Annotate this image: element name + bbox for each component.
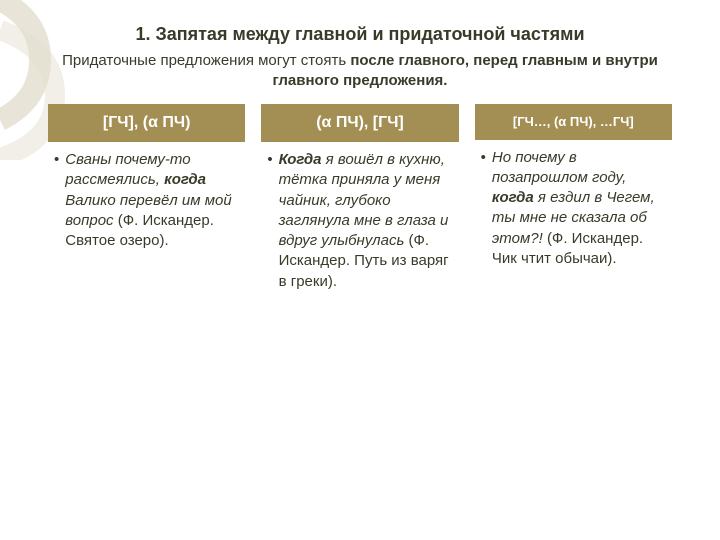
column-2-text: Когда я вошёл в кухню, тётка приняла у м… — [279, 150, 459, 292]
column-2-header: (α ПЧ), [ГЧ] — [261, 104, 458, 142]
column-1: [ГЧ], (α ПЧ) • Сваны почему-то рассмеяли… — [40, 104, 253, 292]
columns-container: [ГЧ], (α ПЧ) • Сваны почему-то рассмеяли… — [40, 104, 680, 292]
column-3-text: Но почему в позапрошлом году, когда я ез… — [492, 148, 672, 270]
column-3: [ГЧ…, (α ПЧ), …ГЧ] • Но почему в позапро… — [467, 104, 680, 292]
column-2: (α ПЧ), [ГЧ] • Когда я вошёл в кухню, тё… — [253, 104, 466, 292]
subtitle-text: Придаточные предложения могут стоять — [62, 52, 350, 69]
slide-subtitle: Придаточные предложения могут стоять пос… — [40, 51, 680, 90]
text-part: когда — [164, 171, 206, 188]
text-part: когда — [492, 189, 534, 206]
text-part: Когда — [279, 151, 322, 168]
bullet-icon: • — [267, 150, 272, 292]
column-1-text: Сваны почему-то рассмеялись, когда Валик… — [65, 150, 245, 251]
text-part: Но почему в позапрошлом году, — [492, 149, 626, 186]
slide-content: 1. Запятая между главной и придаточной ч… — [0, 0, 720, 312]
bullet-icon: • — [481, 148, 486, 270]
slide-title: 1. Запятая между главной и придаточной ч… — [40, 24, 680, 45]
column-3-example: • Но почему в позапрошлом году, когда я … — [475, 148, 672, 270]
column-1-header: [ГЧ], (α ПЧ) — [48, 104, 245, 142]
column-1-example: • Сваны почему-то рассмеялись, когда Вал… — [48, 150, 245, 251]
column-2-example: • Когда я вошёл в кухню, тётка приняла у… — [261, 150, 458, 292]
column-3-header: [ГЧ…, (α ПЧ), …ГЧ] — [475, 104, 672, 140]
bullet-icon: • — [54, 150, 59, 251]
